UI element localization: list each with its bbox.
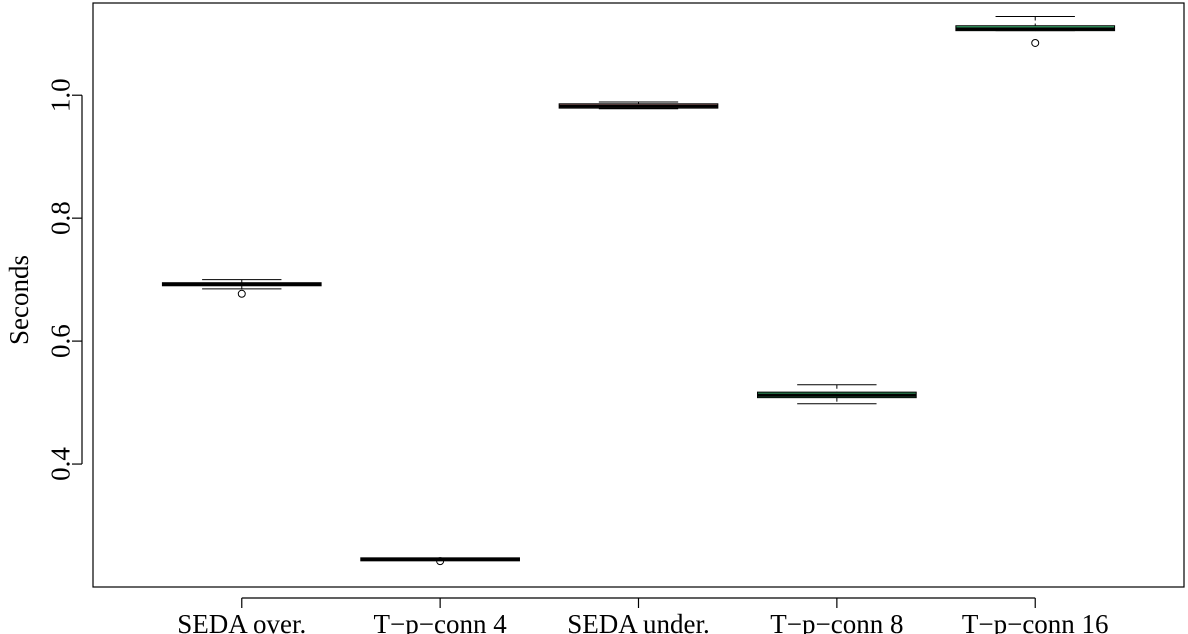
x-tick-label: SEDA over.	[177, 609, 306, 634]
box-group	[558, 101, 719, 110]
box-group	[161, 279, 322, 298]
y-tick-label: 0.6	[45, 324, 75, 358]
y-tick-label: 1.0	[45, 78, 75, 112]
outlier-point	[436, 557, 445, 566]
outlier-point	[237, 289, 246, 298]
y-axis-label: Seconds	[4, 255, 34, 345]
x-tick-label: T−p−conn 8	[770, 609, 903, 634]
box-group	[955, 16, 1116, 47]
x-axis: SEDA over. T−p−conn 4 SEDA under. T−p−conn …	[177, 597, 1109, 634]
x-tick-label: T−p−conn 4	[374, 609, 508, 634]
x-tick-label: SEDA under.	[567, 609, 710, 634]
box-group	[360, 557, 520, 566]
y-axis: 0.4 0.6 0.8 1.0	[45, 78, 83, 481]
y-tick-label: 0.8	[45, 201, 75, 235]
y-tick-label: 0.4	[45, 447, 75, 481]
outlier-point	[1031, 38, 1040, 47]
plot-frame	[92, 2, 1185, 588]
box-group	[757, 384, 917, 405]
x-tick-label: T−p−conn 16	[962, 609, 1109, 634]
boxes	[161, 16, 1116, 566]
